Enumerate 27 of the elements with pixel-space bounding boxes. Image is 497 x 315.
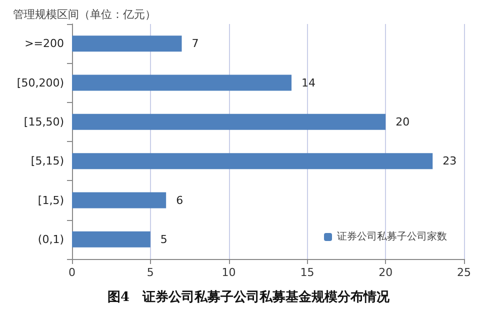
y-tick-label: >=200	[24, 37, 64, 50]
x-tick-label: 15	[300, 266, 314, 279]
x-tick-label: 0	[68, 266, 76, 279]
x-tick-label: 20	[378, 266, 393, 279]
data-label: 7	[192, 37, 199, 50]
bar	[72, 192, 166, 208]
legend-label: 证券公司私募子公司家数	[337, 230, 447, 242]
data-label: 6	[176, 194, 184, 207]
data-label: 5	[160, 232, 168, 246]
text: 图4 证券公司私募子公司私募基金规模分布情况	[107, 290, 391, 305]
x-tick-label: 10	[222, 266, 236, 279]
y-tick-label: [50,200)	[16, 76, 64, 90]
bar	[72, 114, 386, 130]
bar	[72, 231, 150, 248]
x-tick-label: 25	[457, 266, 471, 279]
bar	[72, 36, 182, 52]
bar	[72, 74, 292, 91]
x-tick-label: 5	[146, 266, 154, 279]
bar	[72, 153, 433, 170]
data-label: 20	[396, 115, 410, 128]
y-axis-title: 管理规模区间（单位：亿元）	[13, 8, 156, 21]
data-label: 23	[442, 154, 457, 168]
y-tick-label: [5,15)	[30, 154, 64, 168]
y-tick-label: [1,5)	[38, 194, 64, 207]
y-tick-label: [15,50)	[24, 115, 64, 128]
data-label: 14	[302, 76, 316, 90]
y-tick-label: (0,1)	[38, 232, 64, 246]
